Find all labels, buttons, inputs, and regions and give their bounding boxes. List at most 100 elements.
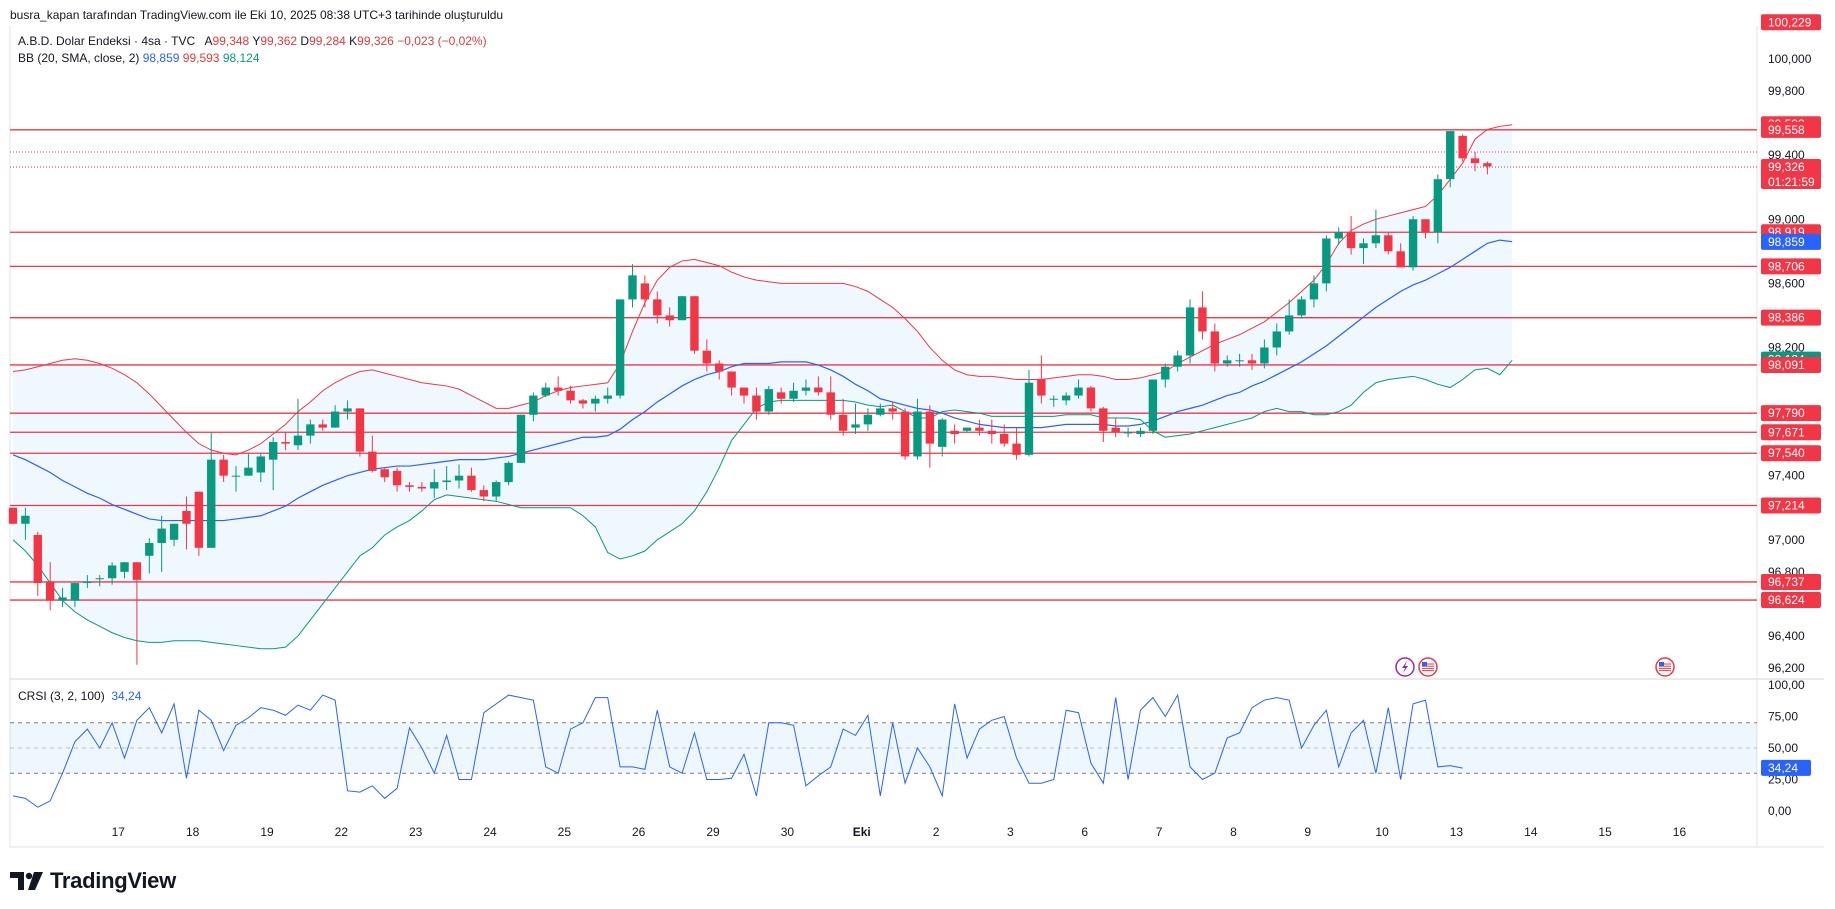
bb-basis-badge: 98,859 bbox=[1761, 233, 1821, 250]
candle bbox=[380, 467, 389, 483]
crsi-indicator-label[interactable]: CRSI (3, 2, 100) bbox=[18, 689, 105, 703]
crsi-tick-label: 0,00 bbox=[1768, 804, 1792, 818]
candle-body bbox=[1074, 387, 1083, 396]
candle-body bbox=[1284, 315, 1294, 332]
candle bbox=[665, 307, 674, 327]
time-tick-label: 18 bbox=[186, 825, 200, 839]
hline-price-badge: 98,091 bbox=[1761, 356, 1821, 373]
hline-price-badge-text: 100,229 bbox=[1768, 15, 1812, 29]
candle bbox=[8, 507, 18, 524]
candle-body bbox=[120, 562, 129, 572]
candle bbox=[851, 403, 860, 435]
candle bbox=[789, 382, 798, 402]
candle bbox=[207, 432, 216, 548]
time-tick-label: 26 bbox=[632, 825, 646, 839]
time-tick-label: 23 bbox=[409, 825, 423, 839]
candle-body bbox=[776, 392, 786, 399]
candle bbox=[318, 419, 327, 431]
last-price-badge-bg bbox=[1761, 159, 1821, 190]
candle-body bbox=[219, 459, 228, 476]
symbol-label[interactable]: A.B.D. Dolar Endeksi · 4sa · TVC bbox=[18, 34, 196, 48]
hline-price-badge: 99,558 bbox=[1761, 121, 1821, 138]
candle bbox=[727, 371, 736, 396]
candle bbox=[776, 387, 786, 404]
candle-body bbox=[33, 534, 42, 584]
candle-body bbox=[541, 387, 550, 396]
us-flag-event-icon-ring bbox=[1418, 657, 1438, 677]
bb-indicator-label[interactable]: BB (20, SMA, close, 2) bbox=[18, 51, 140, 65]
bb-basis-badge-bg bbox=[1761, 233, 1821, 250]
candle bbox=[1173, 350, 1182, 372]
candle-body bbox=[1322, 238, 1331, 284]
flag-canton bbox=[1659, 662, 1664, 666]
time-tick-label: 29 bbox=[706, 825, 720, 839]
time-tick-label: 19 bbox=[260, 825, 274, 839]
candle-body bbox=[1408, 219, 1418, 268]
candle-body bbox=[1458, 135, 1467, 159]
candle bbox=[1123, 427, 1133, 438]
hline-price-badge-text: 98,091 bbox=[1768, 358, 1805, 372]
candle-body bbox=[1148, 379, 1158, 431]
price-tick-label: 98,200 bbox=[1768, 340, 1805, 354]
time-tick-label: 15 bbox=[1598, 825, 1612, 839]
candle bbox=[553, 376, 563, 396]
candle bbox=[1037, 355, 1046, 404]
candle bbox=[1359, 238, 1368, 265]
candle-body bbox=[207, 459, 216, 548]
hline-price-badge-bg bbox=[1761, 445, 1821, 462]
candle bbox=[1210, 323, 1220, 372]
candle-body bbox=[281, 442, 290, 444]
candle bbox=[330, 405, 340, 428]
crsi-value-badge-bg bbox=[1761, 759, 1811, 776]
crsi-tick-label: 25,00 bbox=[1768, 773, 1798, 787]
candle-body bbox=[1346, 232, 1356, 249]
hline-price-badge-bg bbox=[1761, 573, 1821, 590]
candle-body bbox=[1173, 355, 1182, 367]
candle bbox=[70, 583, 80, 608]
us-flag-event-icon[interactable] bbox=[1655, 657, 1675, 677]
candle bbox=[268, 437, 278, 491]
bb-lower-value: 98,124 bbox=[222, 51, 260, 65]
candle bbox=[454, 464, 464, 489]
candle-body bbox=[677, 296, 687, 321]
flash-event-icon[interactable] bbox=[1395, 657, 1415, 677]
candle bbox=[417, 482, 427, 492]
time-tick-label: 9 bbox=[1304, 825, 1311, 839]
candle-body bbox=[553, 387, 563, 391]
hline-price-badge-bg bbox=[1761, 592, 1821, 609]
candle-body bbox=[368, 451, 377, 471]
hline-price-badge-text: 97,540 bbox=[1768, 446, 1805, 460]
candle bbox=[430, 469, 439, 499]
candle-body bbox=[702, 350, 712, 364]
candle-body bbox=[1371, 235, 1381, 244]
hline-price-badge-text: 97,790 bbox=[1768, 406, 1805, 420]
candle bbox=[1470, 151, 1480, 172]
candle bbox=[900, 408, 910, 460]
candle-body bbox=[690, 296, 699, 351]
candle-body bbox=[1223, 360, 1232, 364]
candle-body bbox=[913, 411, 922, 457]
candle-body bbox=[1483, 163, 1492, 167]
candle-body bbox=[764, 389, 773, 412]
hline-price-badge: 97,671 bbox=[1761, 424, 1821, 441]
candle-body bbox=[1024, 382, 1034, 455]
candle-body bbox=[715, 363, 724, 372]
candle bbox=[1483, 161, 1492, 175]
candle bbox=[1334, 227, 1343, 245]
us-flag-event-icon[interactable] bbox=[1418, 657, 1438, 677]
candle bbox=[925, 405, 935, 468]
candle bbox=[33, 531, 42, 596]
candle-body bbox=[8, 507, 18, 524]
candle bbox=[293, 398, 303, 451]
candle-body bbox=[194, 491, 204, 548]
high-key: Y bbox=[252, 34, 261, 48]
candle-body bbox=[529, 395, 538, 415]
candle-body bbox=[975, 427, 984, 431]
brand-logo: TradingView bbox=[10, 868, 176, 894]
candle bbox=[1049, 395, 1058, 407]
candle bbox=[764, 385, 773, 415]
candle bbox=[962, 427, 972, 433]
candle-body bbox=[1099, 408, 1108, 431]
time-tick-label: 24 bbox=[483, 825, 497, 839]
